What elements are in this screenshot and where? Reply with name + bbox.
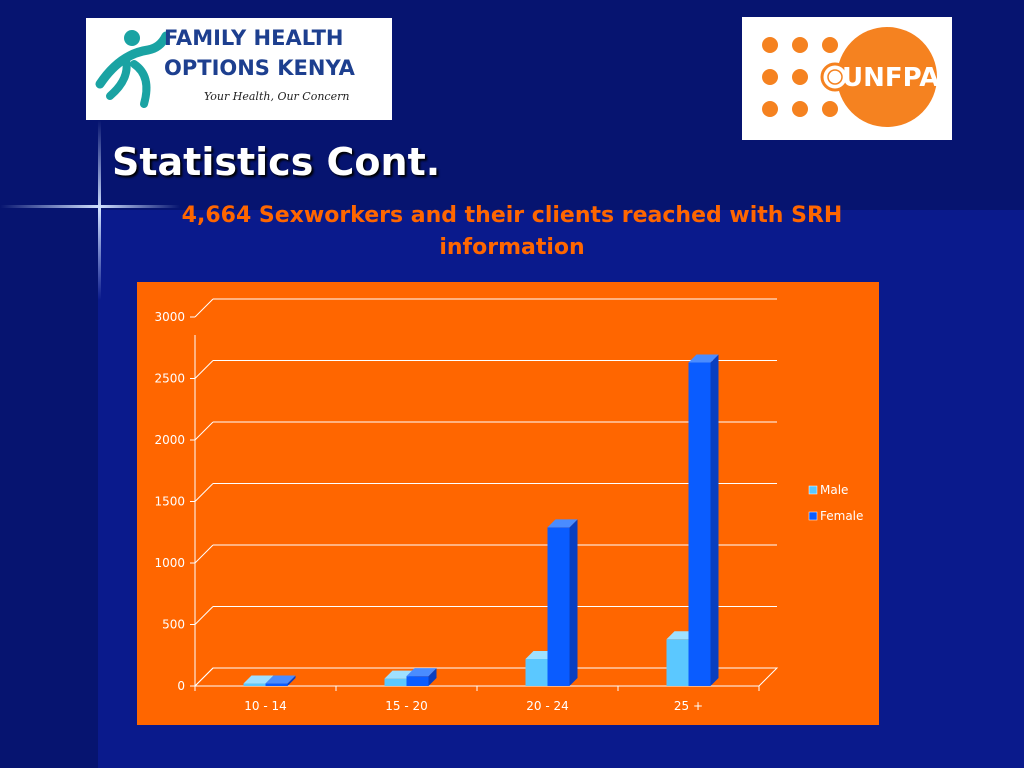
x-tick-label: 15 - 20 bbox=[385, 699, 428, 713]
bar-top-female bbox=[547, 519, 578, 528]
bar-female bbox=[547, 527, 570, 686]
bar-top-female bbox=[265, 675, 296, 684]
y-tick-label: 500 bbox=[162, 618, 185, 632]
x-tick-label: 25 + bbox=[674, 699, 703, 713]
grid-diagonal bbox=[194, 421, 214, 441]
bar-female bbox=[265, 683, 288, 686]
unfpa-mark bbox=[762, 27, 937, 127]
grid-diagonal bbox=[194, 606, 214, 625]
grid-diagonal bbox=[194, 298, 214, 318]
left-band bbox=[0, 0, 98, 768]
bar-chart: 0 500 1000 1500 2000 2500 3000 10 - 14 15 - 20 20… bbox=[154, 298, 863, 713]
runner-icon bbox=[95, 30, 170, 108]
chart-subtitle: 4,664 Sexworkers and their clients reach… bbox=[181, 203, 843, 260]
bar-side-female bbox=[428, 668, 437, 686]
x-tick-label: 10 - 14 bbox=[244, 699, 287, 713]
bar-female bbox=[406, 676, 429, 686]
y-tick-label: 0 bbox=[177, 679, 185, 693]
bar-side-female bbox=[569, 519, 578, 686]
y-tick-label: 1000 bbox=[154, 556, 185, 570]
unfpa-logo: UNFPA bbox=[742, 17, 952, 140]
grid-diagonal bbox=[194, 483, 214, 502]
bar-side-female bbox=[287, 675, 296, 686]
y-tick-label: 2000 bbox=[154, 433, 185, 447]
fhok-logo: FAMILY HEALTH OPTIONS KENYA Your Health,… bbox=[86, 18, 392, 120]
legend-swatch-male bbox=[808, 485, 818, 495]
legend-label-male: Male bbox=[820, 483, 848, 497]
y-tick-label: 3000 bbox=[154, 310, 185, 324]
y-tick-label: 1500 bbox=[154, 495, 185, 509]
grid-diagonal bbox=[194, 544, 214, 564]
fhok-tagline: Your Health, Our Concern bbox=[204, 90, 350, 103]
bar-top-female bbox=[688, 354, 719, 363]
grid-diagonal bbox=[194, 360, 214, 379]
legend-swatch-female bbox=[808, 511, 818, 521]
bar-male bbox=[666, 639, 689, 686]
fhok-logo-line1: FAMILY HEALTH bbox=[164, 26, 344, 50]
page-title: Statistics Cont. bbox=[112, 140, 441, 184]
bar-female bbox=[688, 362, 711, 686]
legend-label-female: Female bbox=[820, 509, 863, 523]
bar-male bbox=[243, 683, 266, 686]
bar-male bbox=[384, 678, 407, 686]
sparkle-vertical bbox=[98, 120, 101, 300]
bar-side-female bbox=[710, 354, 719, 686]
unfpa-text: UNFPA bbox=[842, 63, 940, 93]
sparkle-horizontal bbox=[0, 205, 180, 208]
chart-area: 0 500 1000 1500 2000 2500 3000 10 - 14 15 - 20 20… bbox=[137, 282, 879, 725]
bar-top-female bbox=[406, 668, 437, 677]
y-tick-label: 2500 bbox=[154, 372, 185, 386]
bar-top-male bbox=[243, 675, 274, 684]
bar-male bbox=[525, 658, 548, 686]
fhok-logo-line2: OPTIONS KENYA bbox=[164, 56, 355, 80]
grid-diagonal bbox=[194, 667, 214, 687]
x-tick-label: 20 - 24 bbox=[526, 699, 569, 713]
